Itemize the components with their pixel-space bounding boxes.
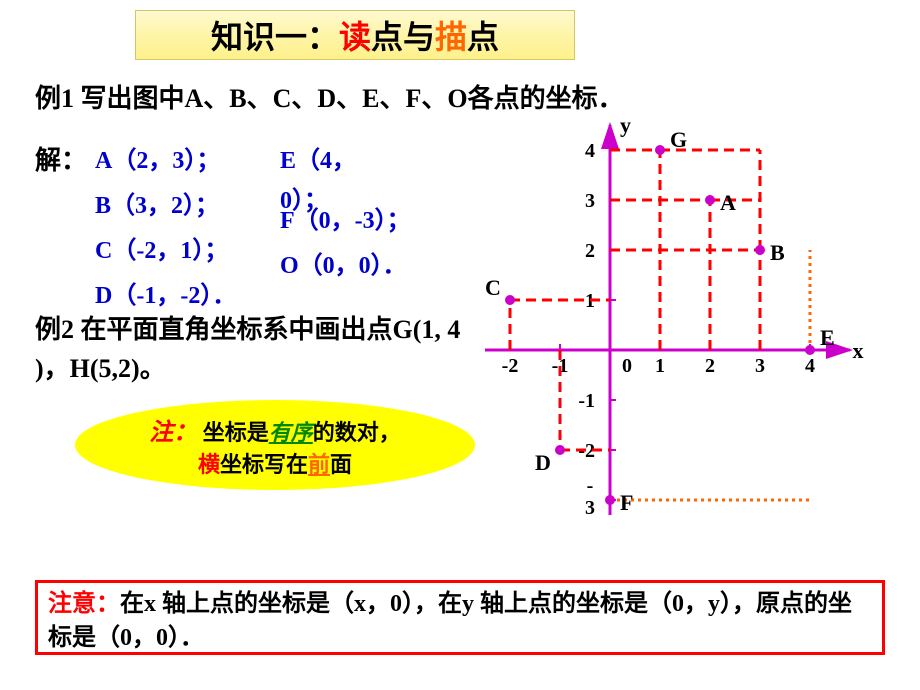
- svg-text:3: 3: [585, 497, 595, 519]
- coord-A: A（2，3）；: [95, 140, 220, 175]
- svg-text:x: x: [853, 338, 864, 363]
- note-l1a: 坐标是: [203, 420, 269, 445]
- example2-text: 例2 在平面直角坐标系中画出点G(1, 4 )，H(5,2)。: [35, 310, 475, 388]
- svg-text:C: C: [485, 275, 501, 300]
- note-line2: 横坐标写在前面: [198, 447, 352, 479]
- svg-text:A: A: [720, 190, 736, 215]
- title-part4: 描: [435, 12, 467, 58]
- attention-label: 注意：: [48, 591, 120, 617]
- svg-text:2: 2: [705, 355, 715, 377]
- svg-text:G: G: [670, 127, 687, 152]
- note-l2d: 面: [330, 452, 352, 477]
- title-heading: 知识一： 读 点与 描 点: [135, 10, 575, 60]
- title-part1: 知识一：: [211, 12, 339, 58]
- svg-text:3: 3: [585, 190, 595, 212]
- solution-label: 解：: [35, 140, 87, 177]
- coord-E1: E（4，: [280, 140, 356, 175]
- coord-C: C（-2，1）；: [95, 230, 228, 265]
- attention-text: 在x 轴上点的坐标是（x，0），在y 轴上点的坐标是（0，y），原点的坐标是（0…: [48, 591, 852, 651]
- coord-D: D（-1，-2）．: [95, 275, 236, 310]
- svg-text:y: y: [620, 120, 631, 138]
- coordinate-chart: -2-11234-3-2-112340xyABCDEFG: [480, 120, 900, 560]
- coord-F: F（0，-3）；: [280, 200, 411, 235]
- note-l1b: 有序: [269, 420, 313, 445]
- title-part3: 点与: [371, 12, 435, 58]
- svg-text:-1: -1: [578, 390, 595, 412]
- example1-text: 例1 写出图中A、B、C、D、E、F、O各点的坐标．: [35, 78, 624, 115]
- svg-text:0: 0: [622, 355, 632, 377]
- svg-text:-2: -2: [502, 355, 519, 377]
- note-line1: 注： 坐标是有序的数对，: [149, 412, 401, 447]
- svg-text:E: E: [820, 325, 835, 350]
- coord-O: O（0，0）．: [280, 245, 407, 280]
- title-part5: 点: [467, 12, 499, 58]
- attention-box: 注意：在x 轴上点的坐标是（x，0），在y 轴上点的坐标是（0，y），原点的坐标…: [35, 580, 885, 655]
- note-l2b: 坐标写在: [220, 452, 308, 477]
- note-zhu: 注：: [149, 420, 197, 446]
- svg-text:1: 1: [655, 355, 665, 377]
- svg-text:4: 4: [805, 355, 815, 377]
- note-l2c: 前: [308, 452, 330, 477]
- svg-text:B: B: [770, 240, 785, 265]
- note-l2a: 横: [198, 452, 220, 477]
- note-l1c: 的数对，: [313, 420, 401, 445]
- title-part2: 读: [339, 12, 371, 58]
- svg-text:4: 4: [585, 140, 595, 162]
- note-callout: 注： 坐标是有序的数对， 横坐标写在前面: [75, 400, 475, 490]
- svg-text:2: 2: [585, 240, 595, 262]
- svg-text:F: F: [620, 490, 633, 515]
- svg-text:D: D: [535, 450, 551, 475]
- svg-text:3: 3: [755, 355, 765, 377]
- chart-svg: -2-11234-3-2-112340xyABCDEFG: [480, 120, 900, 560]
- coord-B: B（3，2）；: [95, 185, 219, 220]
- svg-text:-: -: [587, 475, 594, 497]
